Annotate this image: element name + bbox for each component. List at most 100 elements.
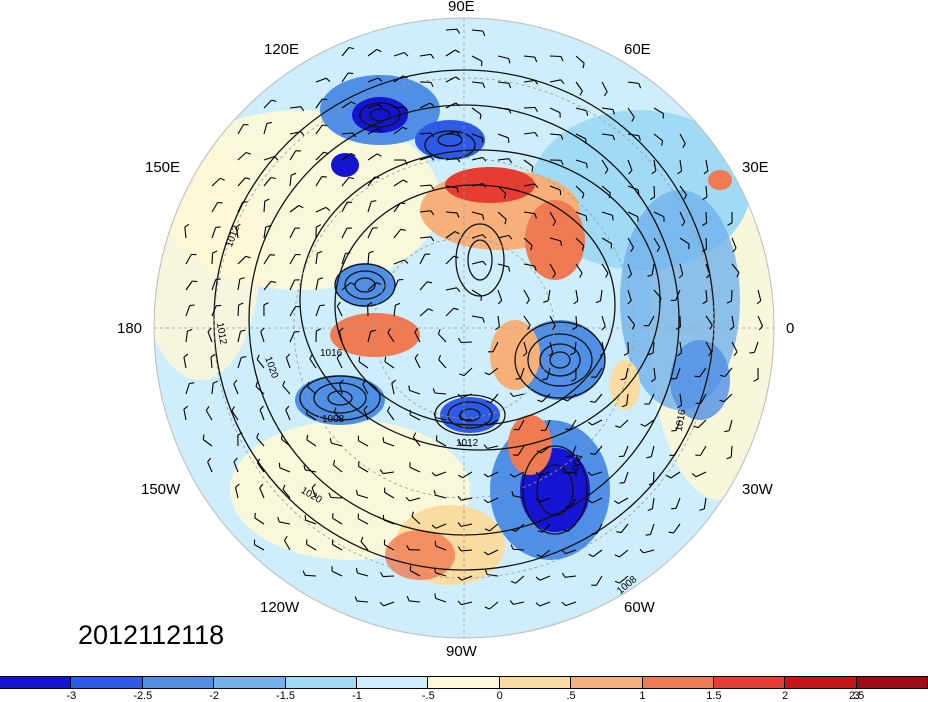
wind-barb — [679, 393, 683, 405]
wind-barb — [333, 464, 343, 473]
wind-barb-flag — [589, 400, 596, 403]
wind-barb-flag — [348, 46, 355, 50]
wind-barb — [237, 124, 245, 135]
lon-label-90e: 90E — [448, 0, 475, 15]
wind-barb-flag — [719, 374, 726, 378]
wind-barb-flag — [414, 327, 419, 333]
wind-barb-flag — [456, 131, 461, 136]
wind-barb — [463, 367, 473, 376]
wind-barb — [210, 356, 213, 369]
wind-barb-flag — [551, 325, 556, 331]
wind-barb-flag — [438, 354, 442, 360]
wind-barb — [523, 289, 530, 300]
wind-barb — [757, 289, 762, 301]
colorbar-swatch — [71, 677, 143, 688]
wind-barb-flag — [458, 440, 462, 446]
colorbar-swatch — [214, 677, 286, 688]
wind-barb-flag — [187, 328, 193, 332]
wind-barb — [341, 253, 346, 265]
wind-barb — [601, 159, 609, 170]
wind-barb-flag — [457, 522, 462, 527]
wind-barb-flag — [323, 151, 329, 155]
wind-barb-flag — [483, 421, 489, 426]
wind-barb — [237, 201, 244, 213]
wind-barb — [619, 575, 629, 584]
wind-barb — [254, 517, 265, 525]
wind-barb-flag — [585, 215, 588, 222]
wind-barb — [358, 465, 369, 473]
wind-barb — [497, 263, 509, 268]
wind-barb-flag — [587, 421, 593, 426]
wind-barb-flag — [339, 327, 344, 332]
wind-barb-flag — [207, 327, 212, 333]
wind-barb — [497, 289, 503, 301]
wind-barb-flag — [691, 473, 697, 478]
wind-barb-flag — [703, 170, 709, 175]
wind-barb — [515, 523, 525, 532]
wind-barb — [643, 549, 655, 554]
wind-barb-flag — [638, 83, 642, 89]
wind-barb — [591, 419, 603, 426]
wind-barb — [565, 601, 577, 607]
wind-barb-flag — [548, 352, 553, 357]
wind-barb — [256, 437, 265, 447]
wind-barb — [471, 55, 482, 62]
wind-barb — [367, 48, 378, 57]
wind-barb-flag — [430, 184, 435, 190]
wind-barb — [367, 77, 379, 83]
wind-barb — [393, 202, 401, 213]
colorbar-tick-label: -2.5 — [133, 690, 153, 702]
wind-barb — [549, 237, 561, 242]
wind-barb-flag — [437, 329, 441, 335]
wind-barb-flag — [535, 576, 541, 581]
wind-barb — [513, 393, 525, 398]
wind-barb — [419, 156, 431, 161]
wind-barb-flag — [608, 192, 611, 199]
wind-barb-flag — [350, 282, 356, 286]
wind-barb — [549, 55, 562, 58]
wind-barb — [183, 409, 187, 421]
wind-barb — [409, 414, 421, 421]
wind-barb — [697, 419, 707, 429]
wind-barb — [571, 445, 577, 457]
wind-barb — [513, 495, 525, 499]
wind-barb-flag — [681, 221, 686, 227]
wind-barb — [419, 253, 426, 265]
wind-barb — [523, 79, 535, 83]
wind-barb-flag — [534, 57, 538, 63]
wind-barb-flag — [406, 595, 410, 602]
wind-barb-flag — [561, 468, 566, 474]
wind-barb-flag — [456, 157, 461, 163]
wind-barb-flag — [374, 176, 380, 179]
wind-barb — [757, 315, 764, 327]
lon-label-150w: 150W — [141, 481, 181, 498]
wind-barb-flag — [572, 326, 578, 331]
wind-barb — [670, 471, 681, 479]
wind-barb — [341, 227, 348, 239]
wind-barb-flag — [455, 102, 461, 107]
wind-barb-flag — [280, 434, 283, 440]
wind-barb-flag — [599, 352, 605, 357]
wind-barb-flag — [404, 52, 409, 57]
wind-barb — [523, 315, 531, 326]
lon-label-180: 180 — [117, 320, 143, 337]
wind-barb — [237, 304, 240, 317]
wind-barb — [332, 517, 343, 525]
wind-barb — [438, 359, 447, 369]
contour-label: 1008 — [322, 414, 345, 425]
wind-barb-flag — [430, 53, 435, 59]
wind-barb-flag — [542, 378, 548, 381]
colorbar-tick-label: 3 — [853, 690, 860, 702]
wind-barb-flag — [650, 196, 655, 200]
wind-barb-flag — [263, 302, 269, 306]
wind-barb — [730, 289, 733, 302]
wind-barb — [627, 237, 634, 248]
wind-barb — [497, 234, 509, 239]
wind-barb-flag — [219, 177, 225, 181]
wind-barb — [549, 341, 554, 353]
wind-barb — [549, 211, 557, 222]
wind-barb — [648, 393, 655, 405]
wind-barb — [358, 440, 369, 447]
wind-barb — [569, 419, 577, 430]
wind-barb — [619, 549, 629, 558]
